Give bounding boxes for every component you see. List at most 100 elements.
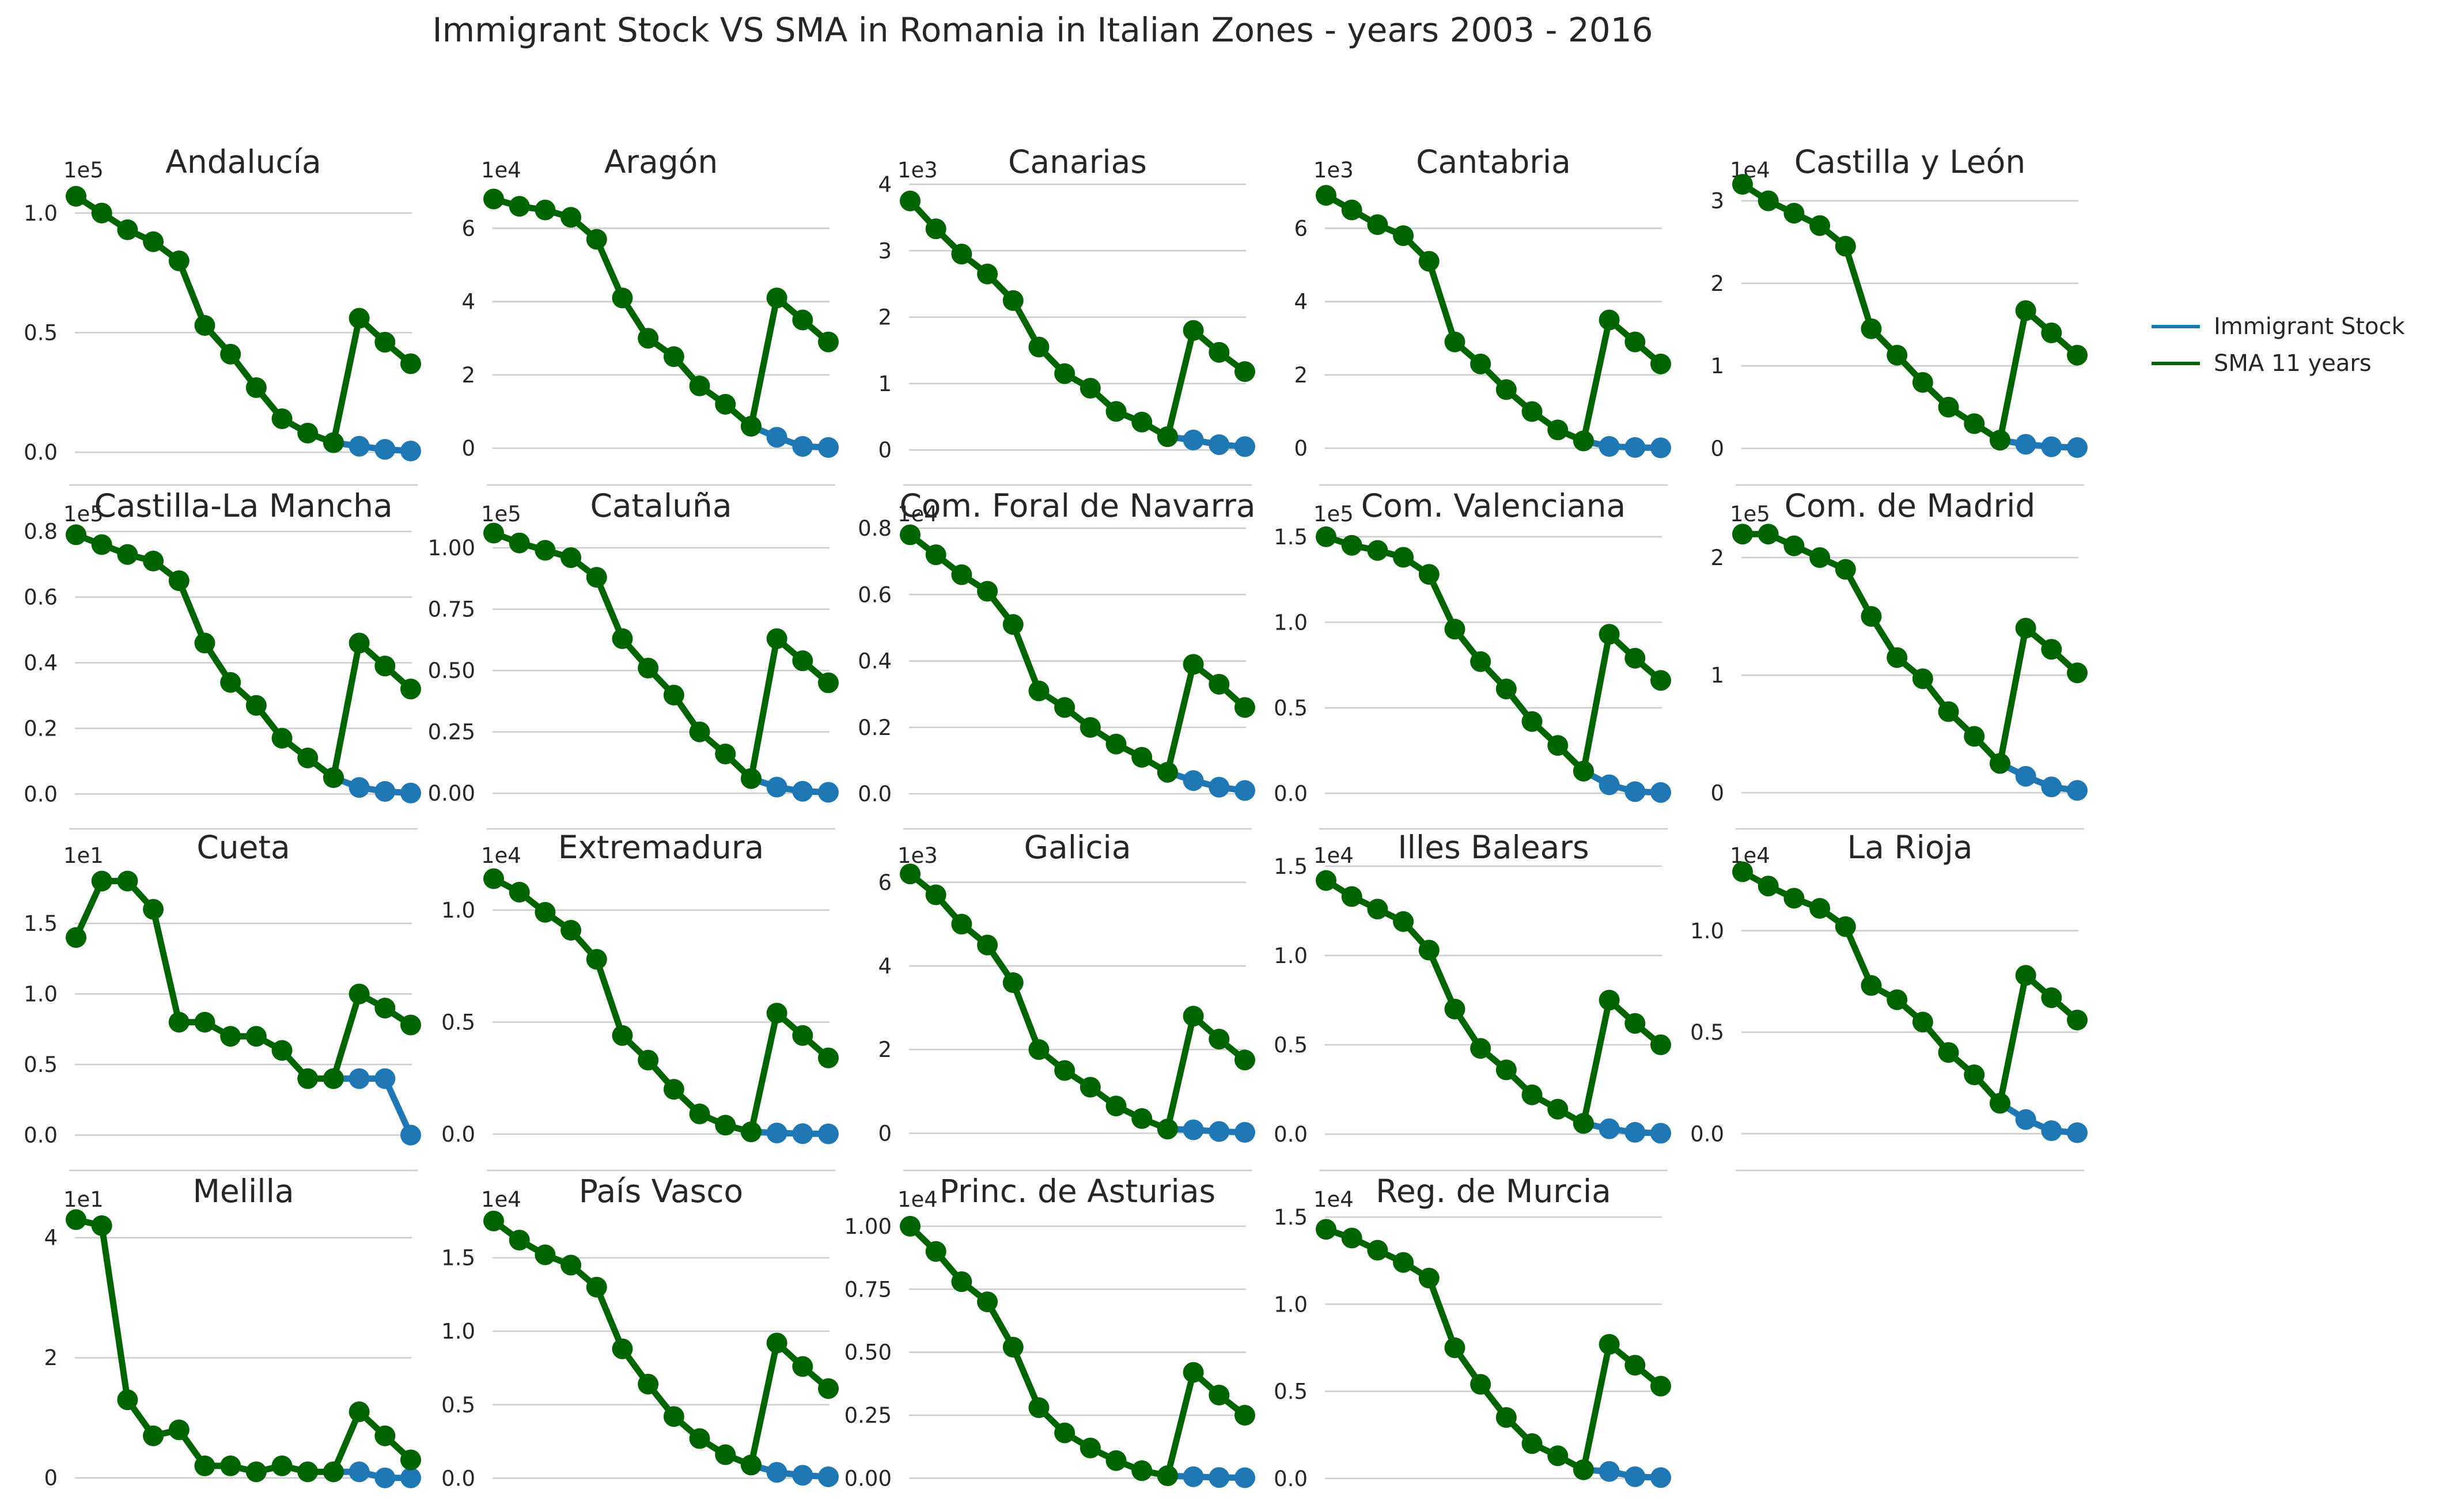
y-tick-label: 1.00: [428, 536, 475, 560]
sma-point: [1131, 1460, 1153, 1481]
sma-point: [1157, 1119, 1178, 1140]
series-sma: [483, 1210, 839, 1476]
series-sma: [1732, 174, 2088, 451]
sma-point: [1912, 1011, 1933, 1033]
sma-point: [1418, 251, 1440, 272]
y-tick-label: 1.0: [24, 201, 58, 226]
sma-point: [1131, 746, 1153, 768]
immigrant-stock-point: [1234, 780, 1255, 801]
series-sma: [1316, 870, 1671, 1134]
y-tick-label: 1.0: [1274, 1292, 1308, 1317]
sma-point: [1599, 309, 1620, 331]
immigrant-stock-line: [1997, 760, 2081, 794]
sma-point: [1547, 735, 1569, 756]
y-tick-label: 0.5: [24, 1052, 58, 1077]
y-tick-label: 0.0: [1274, 1122, 1308, 1147]
sma-point: [1732, 524, 1753, 545]
subplot-title: Princ. de Asturias: [940, 1173, 1215, 1210]
sma-point: [1131, 1108, 1153, 1129]
immigrant-stock-point: [766, 427, 787, 448]
immigrant-stock-point: [1650, 437, 1671, 458]
series-sma: [66, 185, 421, 453]
immigrant-stock-point: [1209, 434, 1230, 455]
sma-point: [91, 1215, 112, 1236]
y-tick-label: 1: [1710, 354, 1724, 378]
sma-point: [400, 679, 421, 700]
sma-point: [1234, 697, 1255, 718]
sma-point: [91, 202, 112, 223]
sma-point: [220, 343, 241, 365]
sma-point: [1444, 1337, 1465, 1358]
y-exponent-label: 1e5: [481, 502, 521, 526]
sma-point: [1989, 753, 2010, 774]
sma-point: [245, 1026, 267, 1047]
sma-point: [349, 308, 370, 329]
immigrant-stock-point: [400, 782, 421, 804]
sma-point: [245, 1461, 267, 1483]
sma-point: [1599, 624, 1620, 645]
immigrant-stock-point: [400, 1467, 421, 1488]
immigrant-stock-line: [748, 1128, 832, 1137]
sma-point: [400, 1449, 421, 1471]
y-tick-label: 0.0: [24, 440, 58, 465]
sma-point: [1080, 1077, 1101, 1098]
immigrant-stock-point: [349, 435, 370, 457]
y-exponent-label: 1e3: [897, 158, 938, 183]
y-tick-label: 0: [1710, 436, 1724, 461]
sma-point: [638, 657, 659, 679]
sma-point: [323, 432, 344, 453]
series-sma: [66, 1209, 421, 1483]
sma-point: [1234, 1049, 1255, 1071]
sma-point: [638, 1049, 659, 1071]
sma-point: [117, 870, 138, 892]
sma-point: [1444, 998, 1465, 1020]
y-tick-label: 1.0: [1274, 610, 1308, 635]
sma-point: [1495, 679, 1517, 700]
sma-point: [925, 1241, 946, 1262]
y-exponent-label: 1e4: [897, 1187, 938, 1212]
sma-point: [1938, 1042, 1959, 1063]
sma-point: [1002, 614, 1024, 635]
sma-point: [1783, 888, 1805, 909]
sma-point: [663, 1406, 684, 1427]
sma-point: [925, 218, 946, 240]
subplot-title: Com. de Madrid: [1785, 487, 2036, 524]
y-tick-label: 0.0: [441, 1122, 475, 1147]
subplot-title: Cantabria: [1416, 143, 1571, 180]
subplot-title: Reg. de Murcia: [1376, 1173, 1611, 1210]
sma-point: [1809, 897, 1831, 919]
y-tick-label: 0.4: [858, 649, 892, 674]
sma-point: [925, 884, 946, 905]
sma-point: [1650, 670, 1671, 691]
sma-point: [1521, 401, 1543, 422]
sma-point: [2067, 662, 2088, 684]
sma-point: [535, 199, 556, 221]
y-tick-label: 0.5: [441, 1393, 475, 1418]
sma-point: [766, 1332, 787, 1354]
series-sma: [66, 870, 421, 1089]
sma-point: [1054, 697, 1075, 718]
sma-point: [2015, 617, 2036, 639]
sma-point: [1393, 225, 1414, 247]
immigrant-stock-line: [748, 423, 832, 451]
y-exponent-label: 1e3: [1313, 158, 1354, 183]
sma-point: [1964, 726, 1985, 747]
y-exponent-label: 1e1: [63, 1187, 104, 1212]
sma-point: [1316, 185, 1336, 206]
panel-extremadura: 0.0 0.5 1.0 1e4 Extremadura: [441, 829, 839, 1172]
subplot-title: Galicia: [1024, 829, 1131, 866]
sma-point: [1521, 1084, 1543, 1105]
sma-point: [1028, 1039, 1050, 1060]
sma-point: [220, 672, 241, 693]
y-exponent-label: 1e4: [481, 158, 521, 183]
y-tick-label: 0.0: [1274, 1466, 1308, 1491]
sma-point: [638, 328, 659, 349]
y-tick-label: 0.5: [24, 320, 58, 345]
sma-point: [715, 393, 736, 415]
sma-point: [1495, 379, 1517, 400]
sma-point: [977, 581, 998, 602]
